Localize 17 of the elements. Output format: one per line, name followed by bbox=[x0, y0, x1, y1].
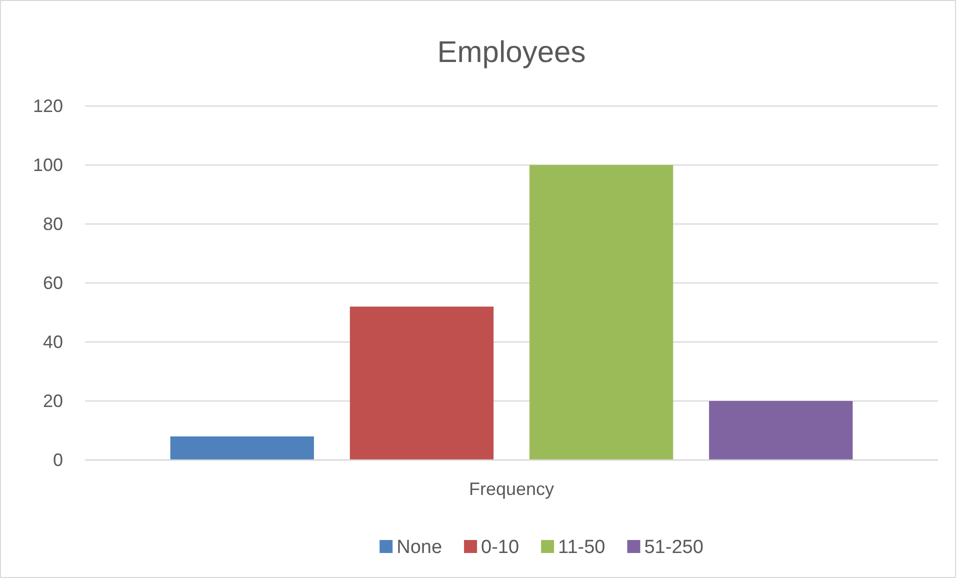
bar bbox=[529, 165, 674, 460]
legend-label: 0-10 bbox=[481, 537, 520, 558]
bar bbox=[170, 436, 314, 460]
y-tick-label: 0 bbox=[52, 450, 63, 470]
y-tick-label: 20 bbox=[42, 390, 63, 411]
y-tick-label: 80 bbox=[42, 214, 63, 234]
y-tick-label: 60 bbox=[42, 272, 63, 293]
bar bbox=[350, 306, 494, 460]
y-tick-label: 120 bbox=[32, 96, 63, 116]
chart-title: Employees bbox=[437, 36, 586, 69]
x-tick-label: Frequency bbox=[468, 478, 554, 499]
legend-label: 51-250 bbox=[644, 537, 704, 558]
y-tick-label: 40 bbox=[42, 332, 63, 352]
legend-label: None bbox=[396, 537, 442, 558]
y-tick-label: 100 bbox=[32, 154, 63, 175]
bar bbox=[709, 401, 853, 460]
legend-label: 11-50 bbox=[558, 537, 606, 558]
